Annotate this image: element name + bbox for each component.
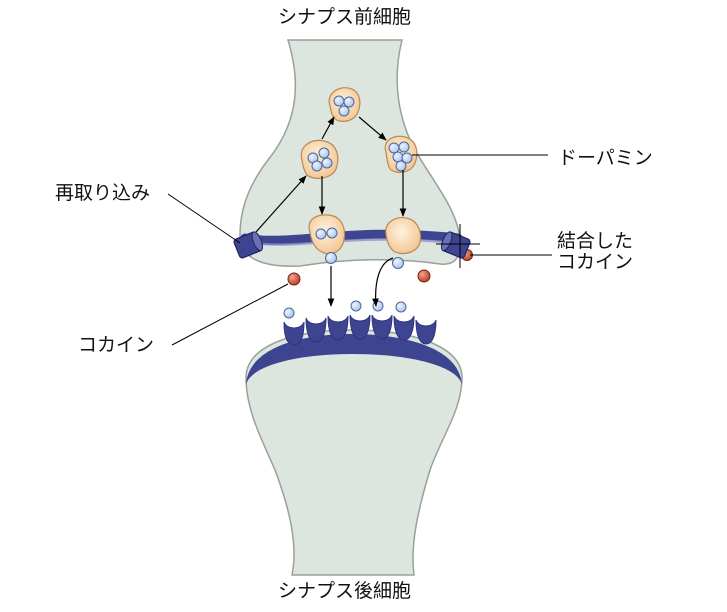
postsynaptic-membrane	[246, 334, 462, 385]
dopamine-molecule	[311, 160, 323, 172]
receptor	[415, 319, 437, 345]
flow-arrows	[255, 116, 407, 307]
bound-cocaine-label-line1: 結合した	[557, 230, 634, 252]
arrow-receptor-to-release	[372, 257, 394, 307]
dopamine-molecule	[283, 307, 295, 319]
receptor	[283, 321, 305, 346]
postsynaptic-terminal	[245, 329, 463, 576]
arrow-recycle-down	[358, 116, 387, 141]
bound-cocaine-label-line2: コカイン	[557, 251, 634, 273]
dopamine-molecules	[240, 95, 413, 319]
transporters	[233, 231, 471, 259]
receptor	[327, 315, 349, 341]
receptor	[371, 314, 393, 340]
dopamine-label: ドーパミン	[558, 147, 653, 169]
dopamine-molecule	[326, 227, 338, 239]
cocaine-molecules	[287, 249, 473, 286]
dopamine-molecule	[398, 141, 410, 153]
dopamine-molecule	[315, 228, 327, 240]
dopamine-molecule	[325, 252, 337, 264]
postsynaptic-cell-body	[245, 329, 463, 576]
dopamine-molecule	[392, 257, 404, 269]
dopamine-molecule	[321, 157, 333, 169]
leader-lines	[167, 154, 552, 346]
leader-reuptake	[167, 193, 241, 244]
presynaptic-label: シナプス前細胞	[278, 6, 412, 28]
arrow-reuptake	[255, 175, 307, 233]
dopamine-molecule	[333, 95, 345, 107]
dopamine-molecule	[401, 152, 413, 164]
dopamine-molecule	[318, 147, 330, 159]
dopamine-molecule	[350, 300, 362, 312]
receptor	[349, 314, 371, 340]
cocaine-molecule	[287, 272, 301, 286]
receptor	[305, 317, 327, 343]
dopamine-molecule	[395, 160, 407, 172]
vesicle	[300, 139, 339, 179]
postsynaptic-label: シナプス後細胞	[278, 580, 412, 602]
cocaine-label: コカイン	[78, 334, 155, 356]
receptor	[393, 315, 415, 341]
dopamine-molecule	[395, 301, 407, 313]
bound-cocaine-label: 結合した コカイン	[557, 231, 633, 273]
transporter-left	[233, 231, 264, 259]
dopamine-molecule	[388, 142, 400, 154]
dopamine-molecule	[343, 96, 355, 108]
dopamine-receptors	[283, 314, 437, 346]
dopamine-molecule	[392, 151, 404, 163]
reuptake-label: 再取り込み	[55, 182, 151, 204]
dopamine-molecule	[372, 300, 384, 312]
cocaine-molecule	[417, 269, 431, 283]
presynaptic-terminal	[239, 39, 463, 267]
leader-cocaine	[171, 283, 289, 346]
dopamine-molecule	[338, 105, 350, 117]
vesicle-fusing	[385, 217, 422, 255]
arrow-recycle-up	[321, 116, 335, 140]
